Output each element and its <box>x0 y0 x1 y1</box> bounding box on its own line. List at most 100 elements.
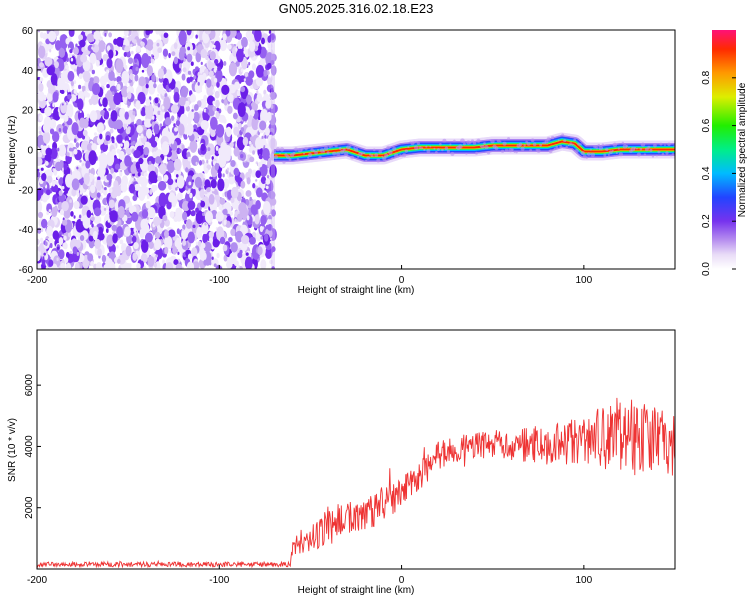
ridge-speckle <box>563 139 567 143</box>
noise-speckle <box>134 58 138 63</box>
ridge-speckle <box>381 155 384 158</box>
noise-speckle <box>195 34 198 39</box>
noise-speckle <box>144 232 153 243</box>
ridge-speckle <box>653 143 657 148</box>
noise-speckle <box>259 163 268 177</box>
noise-speckle <box>255 179 258 182</box>
noise-speckle <box>104 110 110 120</box>
noise-speckle <box>40 167 44 171</box>
noise-speckle <box>94 238 101 250</box>
noise-speckle <box>217 66 222 71</box>
noise-speckle <box>191 247 198 258</box>
ridge-speckle <box>659 142 663 146</box>
ridge-speckle <box>647 145 651 149</box>
ridge-speckle <box>571 143 574 146</box>
noise-speckle <box>133 149 141 159</box>
noise-speckle <box>249 156 255 163</box>
ridge-speckle <box>317 148 320 152</box>
noise-speckle <box>120 169 123 173</box>
noise-speckle <box>167 229 176 239</box>
ridge-speckle <box>326 151 330 155</box>
noise-speckle <box>229 141 234 148</box>
ridge-speckle <box>669 154 673 157</box>
noise-speckle <box>70 57 74 62</box>
ridge-speckle <box>523 144 526 147</box>
noise-speckle <box>95 59 100 67</box>
noise-speckle <box>163 230 169 238</box>
noise-speckle <box>145 98 151 107</box>
noise-speckle <box>130 142 134 147</box>
noise-speckle <box>150 207 154 211</box>
noise-speckle <box>151 74 156 83</box>
noise-speckle <box>45 189 51 196</box>
ridge-speckle <box>418 146 422 150</box>
noise-speckle <box>106 69 109 74</box>
ridge-speckle <box>397 156 400 158</box>
noise-speckle <box>95 179 103 191</box>
noise-speckle <box>170 149 178 161</box>
noise-speckle <box>82 129 88 137</box>
noise-speckle <box>137 186 146 201</box>
ridge-speckle <box>332 151 337 156</box>
noise-speckle <box>71 178 80 191</box>
noise-speckle <box>180 86 188 98</box>
ridge-speckle <box>515 151 518 154</box>
noise-speckle <box>106 45 111 52</box>
noise-speckle <box>106 58 113 69</box>
noise-speckle <box>135 66 139 71</box>
ridge-speckle <box>518 142 523 147</box>
ridge-speckle <box>450 151 455 156</box>
noise-speckle <box>88 150 97 166</box>
noise-speckle <box>148 160 152 165</box>
noise-speckle <box>271 159 275 166</box>
ridge-speckle <box>611 149 614 152</box>
noise-speckle <box>161 141 170 156</box>
noise-speckle <box>172 246 178 255</box>
noise-speckle <box>114 163 121 170</box>
noise-speckle <box>98 40 106 53</box>
noise-speckle <box>245 190 252 197</box>
noise-speckle <box>86 209 92 218</box>
noise-speckle <box>37 250 41 262</box>
noise-speckle <box>217 171 222 179</box>
noise-speckle <box>178 63 183 69</box>
ridge-speckle <box>484 145 489 150</box>
ridge-speckle <box>292 151 296 155</box>
noise-speckle <box>267 77 272 85</box>
y-tick-label: -20 <box>19 185 34 196</box>
ridge-speckle <box>399 154 402 157</box>
ridge-speckle <box>529 148 533 152</box>
ridge-speckle <box>312 149 316 153</box>
noise-speckle <box>69 49 73 54</box>
noise-edge <box>270 30 275 269</box>
noise-speckle <box>233 126 240 136</box>
noise-speckle <box>150 58 154 63</box>
noise-speckle <box>130 164 137 174</box>
noise-speckle <box>161 105 165 110</box>
noise-speckle <box>61 219 68 226</box>
spectrogram-noise-region <box>37 30 278 269</box>
ridge-speckle <box>565 145 568 149</box>
noise-speckle <box>234 218 237 223</box>
noise-speckle <box>78 34 84 41</box>
noise-speckle <box>49 243 53 249</box>
noise-speckle <box>177 251 180 256</box>
noise-speckle <box>53 245 56 249</box>
noise-speckle <box>99 152 107 161</box>
ridge-speckle <box>507 137 510 140</box>
noise-speckle <box>236 48 244 63</box>
noise-speckle <box>63 115 69 122</box>
noise-speckle <box>260 236 264 240</box>
noise-speckle <box>256 92 263 102</box>
noise-speckle <box>222 209 228 215</box>
noise-speckle <box>240 127 245 133</box>
ridge-speckle <box>366 156 371 160</box>
ridge-speckle <box>279 147 285 152</box>
noise-speckle <box>107 218 111 223</box>
ridge-speckle <box>465 152 468 155</box>
noise-speckle <box>173 215 179 222</box>
noise-speckle <box>97 232 105 241</box>
noise-speckle <box>123 123 127 128</box>
noise-speckle <box>168 88 172 92</box>
ridge-speckle <box>271 149 277 154</box>
